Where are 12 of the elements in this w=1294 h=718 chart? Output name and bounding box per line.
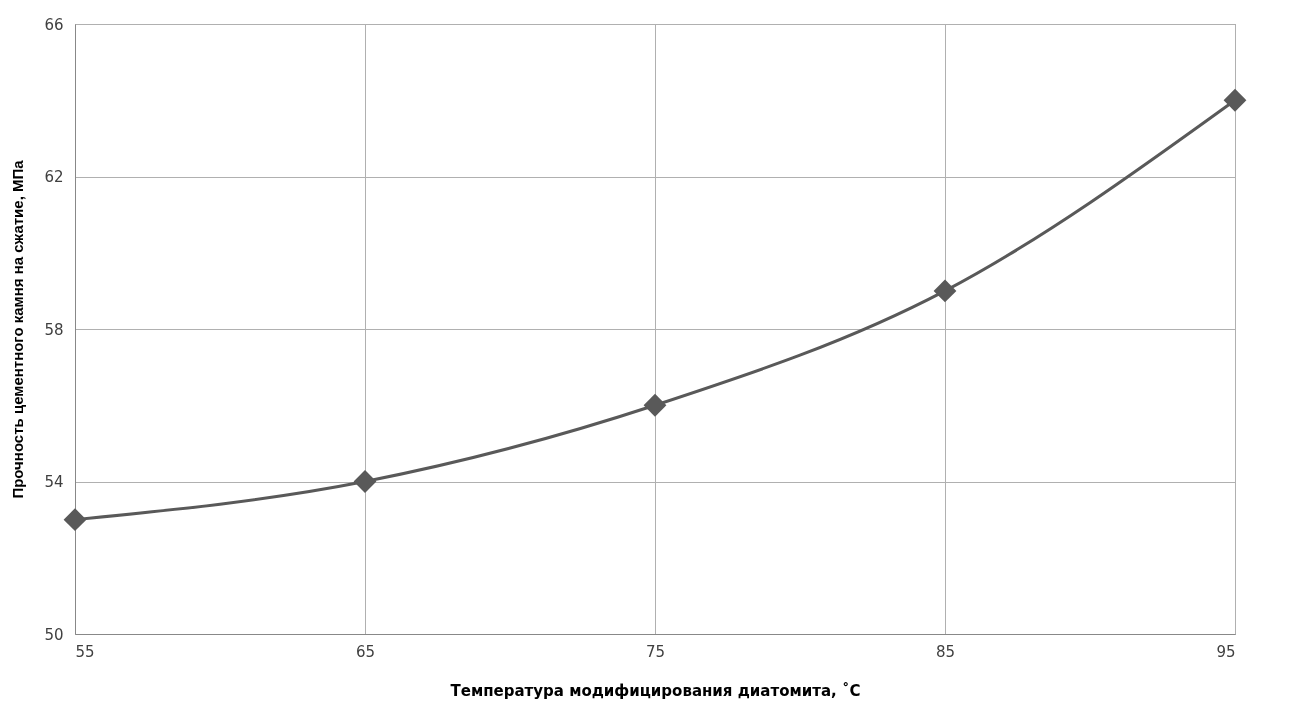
y-axis-title: Прочность цементного камня на сжатие, МПа [9, 159, 27, 499]
x-tick-label: 55 [75, 642, 95, 661]
y-tick-label: 58 [44, 320, 64, 339]
y-tick-label: 66 [44, 15, 64, 34]
x-tick-label: 85 [935, 642, 956, 661]
x-tick-label: 75 [645, 642, 666, 661]
y-tick-label: 54 [44, 473, 64, 491]
x-tick-label: 65 [355, 642, 376, 661]
x-tick-label: 95 [1216, 642, 1236, 661]
x-axis-title: Температура модифицирования диатомита, ˚С [450, 681, 861, 700]
y-tick-label: 50 [44, 625, 64, 644]
y-tick-label: 62 [44, 168, 64, 186]
